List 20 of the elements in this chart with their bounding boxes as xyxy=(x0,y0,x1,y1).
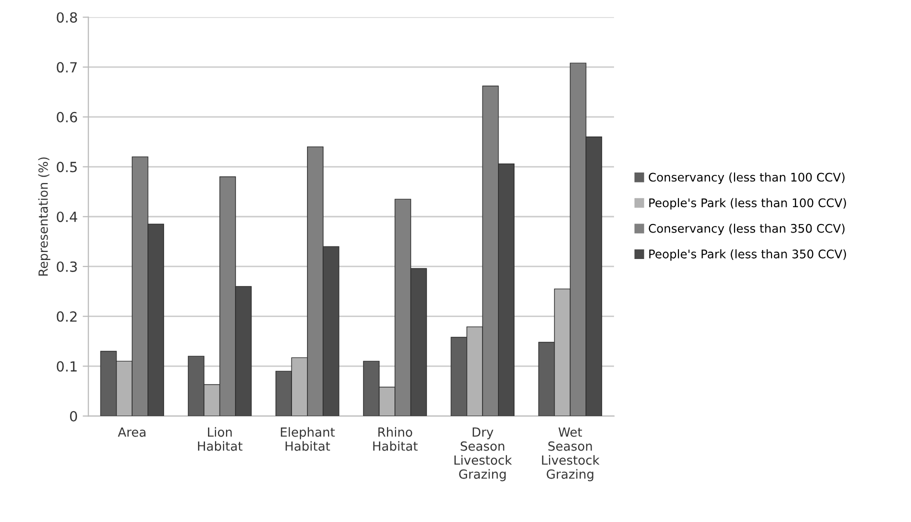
y-tick-label: 0.4 xyxy=(56,212,78,222)
legend-label: People's Park (less than 350 CCV) xyxy=(649,249,846,261)
x-tick-label: Area xyxy=(118,428,146,437)
legend-label: Conservancy (less than 350 CCV) xyxy=(648,224,845,236)
y-tick-label: 0.1 xyxy=(56,361,77,372)
legend-label: People's Park (less than 100 CCV) xyxy=(649,198,846,210)
y-tick-label: 0.5 xyxy=(56,162,77,172)
x-tick-label: Rhino Habitat xyxy=(373,427,418,451)
x-tick-label: Wet Season Livestock Grazing xyxy=(542,428,600,482)
x-tick-label: Elephant Habitat xyxy=(280,427,335,451)
y-tick-label: 0.3 xyxy=(56,261,77,272)
x-tick-label: Lion Habitat xyxy=(198,427,242,451)
y-tick-label: 0.6 xyxy=(56,112,78,122)
x-tick-label: Dry Season Livestock Grazing xyxy=(454,428,512,482)
y-tick-label: 0.2 xyxy=(56,311,77,322)
y-tick-label: 0.8 xyxy=(56,12,77,23)
legend-label: Conservancy (less than 100 CCV) xyxy=(648,172,845,184)
y-tick-label: 0 xyxy=(70,411,78,422)
y-axis-title: Representation (%) xyxy=(38,157,50,276)
y-tick-label: 0.7 xyxy=(56,62,77,73)
